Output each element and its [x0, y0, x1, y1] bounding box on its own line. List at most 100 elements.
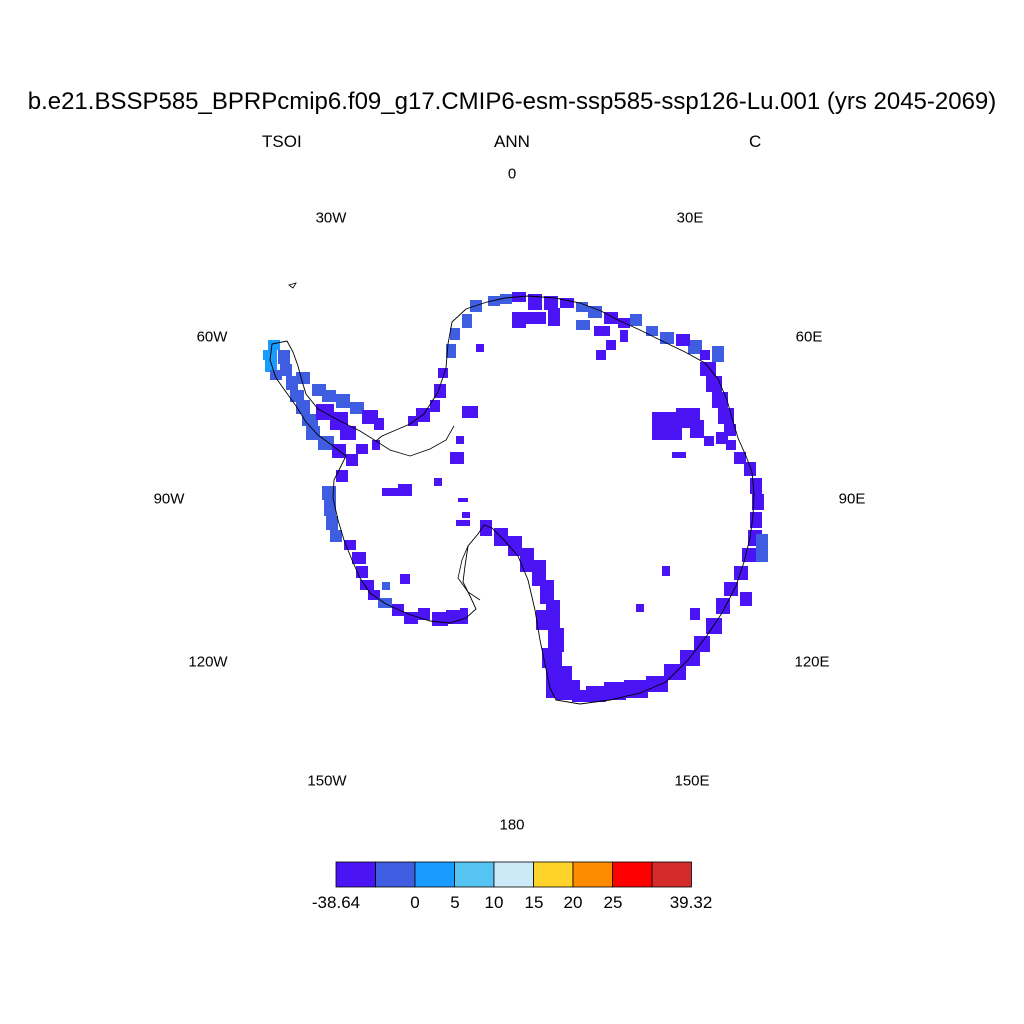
grid-cell: [408, 416, 418, 426]
grid-cell: [546, 600, 560, 628]
grid-cell: [286, 376, 298, 390]
grid-cell: [316, 404, 334, 420]
lon-label: 120E: [794, 653, 830, 671]
grid-cell: [512, 312, 526, 328]
grid-cell: [382, 488, 412, 496]
grid-cell: [660, 332, 674, 344]
lon-label: 60W: [196, 328, 228, 346]
colorbar-label: 0: [410, 893, 420, 912]
grid-cell: [712, 392, 728, 408]
grid-cell: [265, 360, 277, 372]
plot-title: b.e21.BSSP585_BPRPcmip6.f09_g17.CMIP6-es…: [27, 88, 997, 115]
colorbar-swatch: [414, 861, 455, 888]
grid-cell: [318, 436, 334, 450]
grid-cell: [630, 314, 642, 326]
grid-cell: [744, 462, 756, 476]
grid-cell: [280, 364, 292, 376]
grid-cell: [572, 690, 586, 702]
lon-label: 30E: [676, 209, 704, 227]
colorbar-label: 39.32: [669, 893, 713, 912]
lon-label: 90W: [153, 490, 185, 508]
grid-cell: [340, 426, 356, 440]
grid-cell: [712, 346, 724, 362]
grid-cell: [706, 376, 722, 392]
grid-cell: [500, 294, 512, 304]
colorbar-swatch: [335, 861, 376, 888]
grid-cell: [742, 548, 756, 562]
grid-cell: [456, 520, 470, 526]
colorbar-label: 5: [450, 893, 460, 912]
colorbar-swatch: [375, 861, 416, 888]
colorbar-swatch: [572, 861, 613, 888]
grid-cell: [586, 686, 606, 702]
grid-cell: [588, 306, 602, 318]
coastline: [269, 295, 755, 705]
grid-cell: [400, 574, 410, 584]
grid-cell: [606, 340, 616, 350]
grid-cell: [330, 530, 342, 542]
grid-cell: [462, 314, 472, 328]
grid-cell: [352, 552, 366, 564]
grid-cell: [360, 580, 374, 590]
grid-cell: [346, 454, 358, 466]
lon-label: 90E: [838, 490, 866, 508]
grid-cell: [462, 406, 478, 418]
grid-cell: [290, 390, 304, 402]
grid-cell: [480, 520, 492, 536]
grid-cell: [704, 436, 714, 446]
lon-label: 150W: [307, 772, 347, 790]
grid-cell: [278, 350, 290, 364]
colorbar-swatch: [454, 861, 495, 888]
grid-cell: [382, 582, 390, 590]
grid-cell: [604, 682, 626, 700]
grid-cell: [690, 608, 700, 620]
grid-cell: [542, 648, 562, 668]
grid-cell: [528, 294, 542, 310]
grid-cell: [734, 452, 746, 464]
grid-cell: [404, 612, 418, 624]
grid-cell: [594, 326, 610, 336]
colorbar-label: 25: [603, 893, 623, 912]
grid-cell: [756, 534, 768, 562]
grid-cell: [372, 440, 380, 450]
grid-cell: [488, 296, 500, 306]
lon-label: 120W: [188, 653, 228, 671]
lon-label: 180: [499, 816, 525, 834]
grid-cell: [548, 628, 564, 652]
grid-cell: [690, 420, 704, 438]
grid-cell: [694, 636, 710, 652]
island: [288, 282, 297, 289]
grid-cell: [624, 680, 648, 698]
grid-cell: [548, 308, 560, 326]
grid-cell: [750, 478, 762, 494]
colorbar-label: -38.64: [311, 893, 361, 912]
lon-label: 30W: [315, 209, 347, 227]
grid-cell: [540, 580, 554, 604]
grid-cell: [296, 372, 310, 384]
colorbar-label: 10: [484, 893, 504, 912]
colorbar-label: 15: [524, 893, 544, 912]
ice-shelf-line: [457, 545, 481, 601]
grid-cell: [716, 598, 730, 614]
grid-cell: [576, 320, 590, 330]
grid-cell: [604, 312, 618, 324]
grid-cell: [374, 418, 384, 430]
grid-cell: [368, 590, 380, 600]
colorbar: [335, 861, 692, 888]
grid-cell: [296, 400, 310, 414]
grid-cell: [662, 566, 670, 576]
grid-cell: [458, 498, 468, 502]
units-label: C: [749, 132, 762, 151]
grid-cell: [302, 414, 318, 426]
grid-cell: [434, 478, 442, 486]
lon-label: 150E: [674, 772, 710, 790]
grid-cell: [596, 350, 606, 360]
grid-cell: [532, 560, 546, 586]
grid-cell: [726, 440, 736, 450]
grid-cell: [270, 370, 282, 380]
colorbar-swatch: [651, 861, 692, 888]
grid-cell: [700, 350, 710, 360]
grid-cell: [462, 512, 470, 518]
grid-cell: [646, 326, 658, 336]
grid-cell: [724, 582, 738, 596]
